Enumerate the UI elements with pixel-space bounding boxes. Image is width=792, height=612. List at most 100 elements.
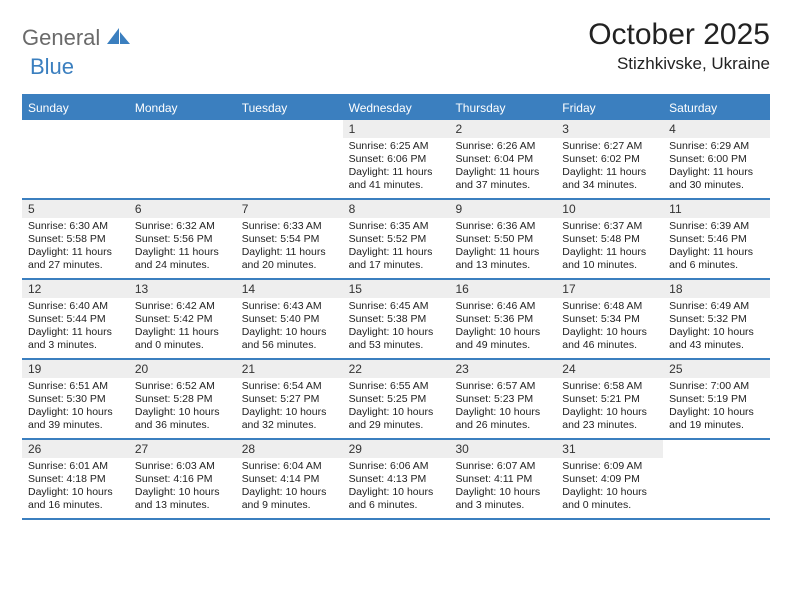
day-detail: Sunrise: 6:46 AMSunset: 5:36 PMDaylight:… [449,298,556,353]
day-number: 14 [236,280,343,298]
day-detail-line: Sunset: 5:54 PM [242,233,337,246]
day-number: 19 [22,360,129,378]
day-detail-line: Sunrise: 7:00 AM [669,380,764,393]
day-detail-line: and 6 minutes. [669,259,764,272]
day-detail: Sunrise: 6:04 AMSunset: 4:14 PMDaylight:… [236,458,343,513]
day-number: 16 [449,280,556,298]
day-detail-line: Sunrise: 6:32 AM [135,220,230,233]
day-detail: Sunrise: 6:39 AMSunset: 5:46 PMDaylight:… [663,218,770,273]
calendar-cell: 31Sunrise: 6:09 AMSunset: 4:09 PMDayligh… [556,440,663,518]
day-detail-line: Sunrise: 6:46 AM [455,300,550,313]
day-detail: Sunrise: 6:49 AMSunset: 5:32 PMDaylight:… [663,298,770,353]
logo-sail-icon [106,26,132,51]
day-detail-line: Sunset: 5:28 PM [135,393,230,406]
weekday-header: Thursday [449,96,556,120]
day-detail: Sunrise: 6:40 AMSunset: 5:44 PMDaylight:… [22,298,129,353]
day-detail: Sunrise: 6:55 AMSunset: 5:25 PMDaylight:… [343,378,450,433]
calendar-cell: 14Sunrise: 6:43 AMSunset: 5:40 PMDayligh… [236,280,343,358]
day-detail-line: Sunrise: 6:55 AM [349,380,444,393]
day-detail-line: Sunrise: 6:54 AM [242,380,337,393]
day-detail-line: Daylight: 11 hours [669,246,764,259]
day-detail-line: Daylight: 10 hours [242,406,337,419]
day-detail: Sunrise: 7:00 AMSunset: 5:19 PMDaylight:… [663,378,770,433]
day-number: 18 [663,280,770,298]
calendar-cell: 16Sunrise: 6:46 AMSunset: 5:36 PMDayligh… [449,280,556,358]
day-detail-line: Daylight: 10 hours [135,406,230,419]
day-detail-line: Daylight: 11 hours [669,166,764,179]
day-detail-line: and 46 minutes. [562,339,657,352]
day-detail-line: Sunrise: 6:09 AM [562,460,657,473]
day-number: 13 [129,280,236,298]
day-detail-line: Daylight: 11 hours [28,246,123,259]
calendar-cell: 19Sunrise: 6:51 AMSunset: 5:30 PMDayligh… [22,360,129,438]
day-number: 28 [236,440,343,458]
day-detail-line: Sunrise: 6:01 AM [28,460,123,473]
weekday-header: Monday [129,96,236,120]
day-detail-line: and 13 minutes. [135,499,230,512]
day-number: 6 [129,200,236,218]
day-detail-line: Sunrise: 6:25 AM [349,140,444,153]
day-detail-line: Sunrise: 6:40 AM [28,300,123,313]
calendar-week: 19Sunrise: 6:51 AMSunset: 5:30 PMDayligh… [22,360,770,440]
day-number: 23 [449,360,556,378]
calendar-week: 26Sunrise: 6:01 AMSunset: 4:18 PMDayligh… [22,440,770,520]
calendar-cell: 11Sunrise: 6:39 AMSunset: 5:46 PMDayligh… [663,200,770,278]
day-detail-line: and 10 minutes. [562,259,657,272]
day-detail-line: Daylight: 10 hours [669,406,764,419]
day-detail-line: Daylight: 11 hours [242,246,337,259]
day-detail-line: Sunrise: 6:43 AM [242,300,337,313]
day-detail-line: Sunset: 5:23 PM [455,393,550,406]
day-detail: Sunrise: 6:51 AMSunset: 5:30 PMDaylight:… [22,378,129,433]
day-number: 22 [343,360,450,378]
day-detail: Sunrise: 6:29 AMSunset: 6:00 PMDaylight:… [663,138,770,193]
day-detail-line: and 34 minutes. [562,179,657,192]
day-detail-line: Daylight: 10 hours [562,326,657,339]
calendar-cell: 24Sunrise: 6:58 AMSunset: 5:21 PMDayligh… [556,360,663,438]
calendar-cell: 9Sunrise: 6:36 AMSunset: 5:50 PMDaylight… [449,200,556,278]
weekday-header: Saturday [663,96,770,120]
day-detail: Sunrise: 6:26 AMSunset: 6:04 PMDaylight:… [449,138,556,193]
day-detail-line: Sunrise: 6:03 AM [135,460,230,473]
calendar-cell: 26Sunrise: 6:01 AMSunset: 4:18 PMDayligh… [22,440,129,518]
day-detail-line: and 3 minutes. [455,499,550,512]
day-detail-line: Sunset: 5:36 PM [455,313,550,326]
calendar-cell: 18Sunrise: 6:49 AMSunset: 5:32 PMDayligh… [663,280,770,358]
day-detail-line: Daylight: 10 hours [455,326,550,339]
day-detail-line: and 39 minutes. [28,419,123,432]
day-detail-line: Sunset: 5:42 PM [135,313,230,326]
day-detail: Sunrise: 6:54 AMSunset: 5:27 PMDaylight:… [236,378,343,433]
day-detail: Sunrise: 6:57 AMSunset: 5:23 PMDaylight:… [449,378,556,433]
day-detail-line: and 23 minutes. [562,419,657,432]
day-detail-line: Daylight: 11 hours [349,166,444,179]
day-detail-line: Sunset: 6:00 PM [669,153,764,166]
calendar-cell: 25Sunrise: 7:00 AMSunset: 5:19 PMDayligh… [663,360,770,438]
day-detail-line: Sunset: 6:04 PM [455,153,550,166]
day-detail: Sunrise: 6:01 AMSunset: 4:18 PMDaylight:… [22,458,129,513]
calendar-cell-empty [22,120,129,198]
day-detail-line: and 20 minutes. [242,259,337,272]
day-number: 29 [343,440,450,458]
day-number: 1 [343,120,450,138]
day-detail-line: Sunrise: 6:36 AM [455,220,550,233]
day-detail: Sunrise: 6:07 AMSunset: 4:11 PMDaylight:… [449,458,556,513]
day-number: 15 [343,280,450,298]
day-detail-line: Daylight: 10 hours [349,486,444,499]
calendar-cell: 8Sunrise: 6:35 AMSunset: 5:52 PMDaylight… [343,200,450,278]
calendar-cell: 5Sunrise: 6:30 AMSunset: 5:58 PMDaylight… [22,200,129,278]
day-detail-line: and 19 minutes. [669,419,764,432]
day-detail-line: Sunset: 5:32 PM [669,313,764,326]
day-number: 24 [556,360,663,378]
day-detail-line: Daylight: 10 hours [455,486,550,499]
day-detail: Sunrise: 6:33 AMSunset: 5:54 PMDaylight:… [236,218,343,273]
day-detail-line: Daylight: 10 hours [242,486,337,499]
day-detail-line: and 30 minutes. [669,179,764,192]
day-detail-line: Sunrise: 6:26 AM [455,140,550,153]
title-block: October 2025 Stizhkivske, Ukraine [588,18,770,74]
day-detail-line: Sunset: 5:58 PM [28,233,123,246]
calendar-cell: 30Sunrise: 6:07 AMSunset: 4:11 PMDayligh… [449,440,556,518]
day-detail-line: Sunrise: 6:30 AM [28,220,123,233]
day-detail-line: Sunrise: 6:49 AM [669,300,764,313]
day-detail-line: Daylight: 11 hours [455,246,550,259]
calendar-cell: 6Sunrise: 6:32 AMSunset: 5:56 PMDaylight… [129,200,236,278]
day-detail: Sunrise: 6:06 AMSunset: 4:13 PMDaylight:… [343,458,450,513]
